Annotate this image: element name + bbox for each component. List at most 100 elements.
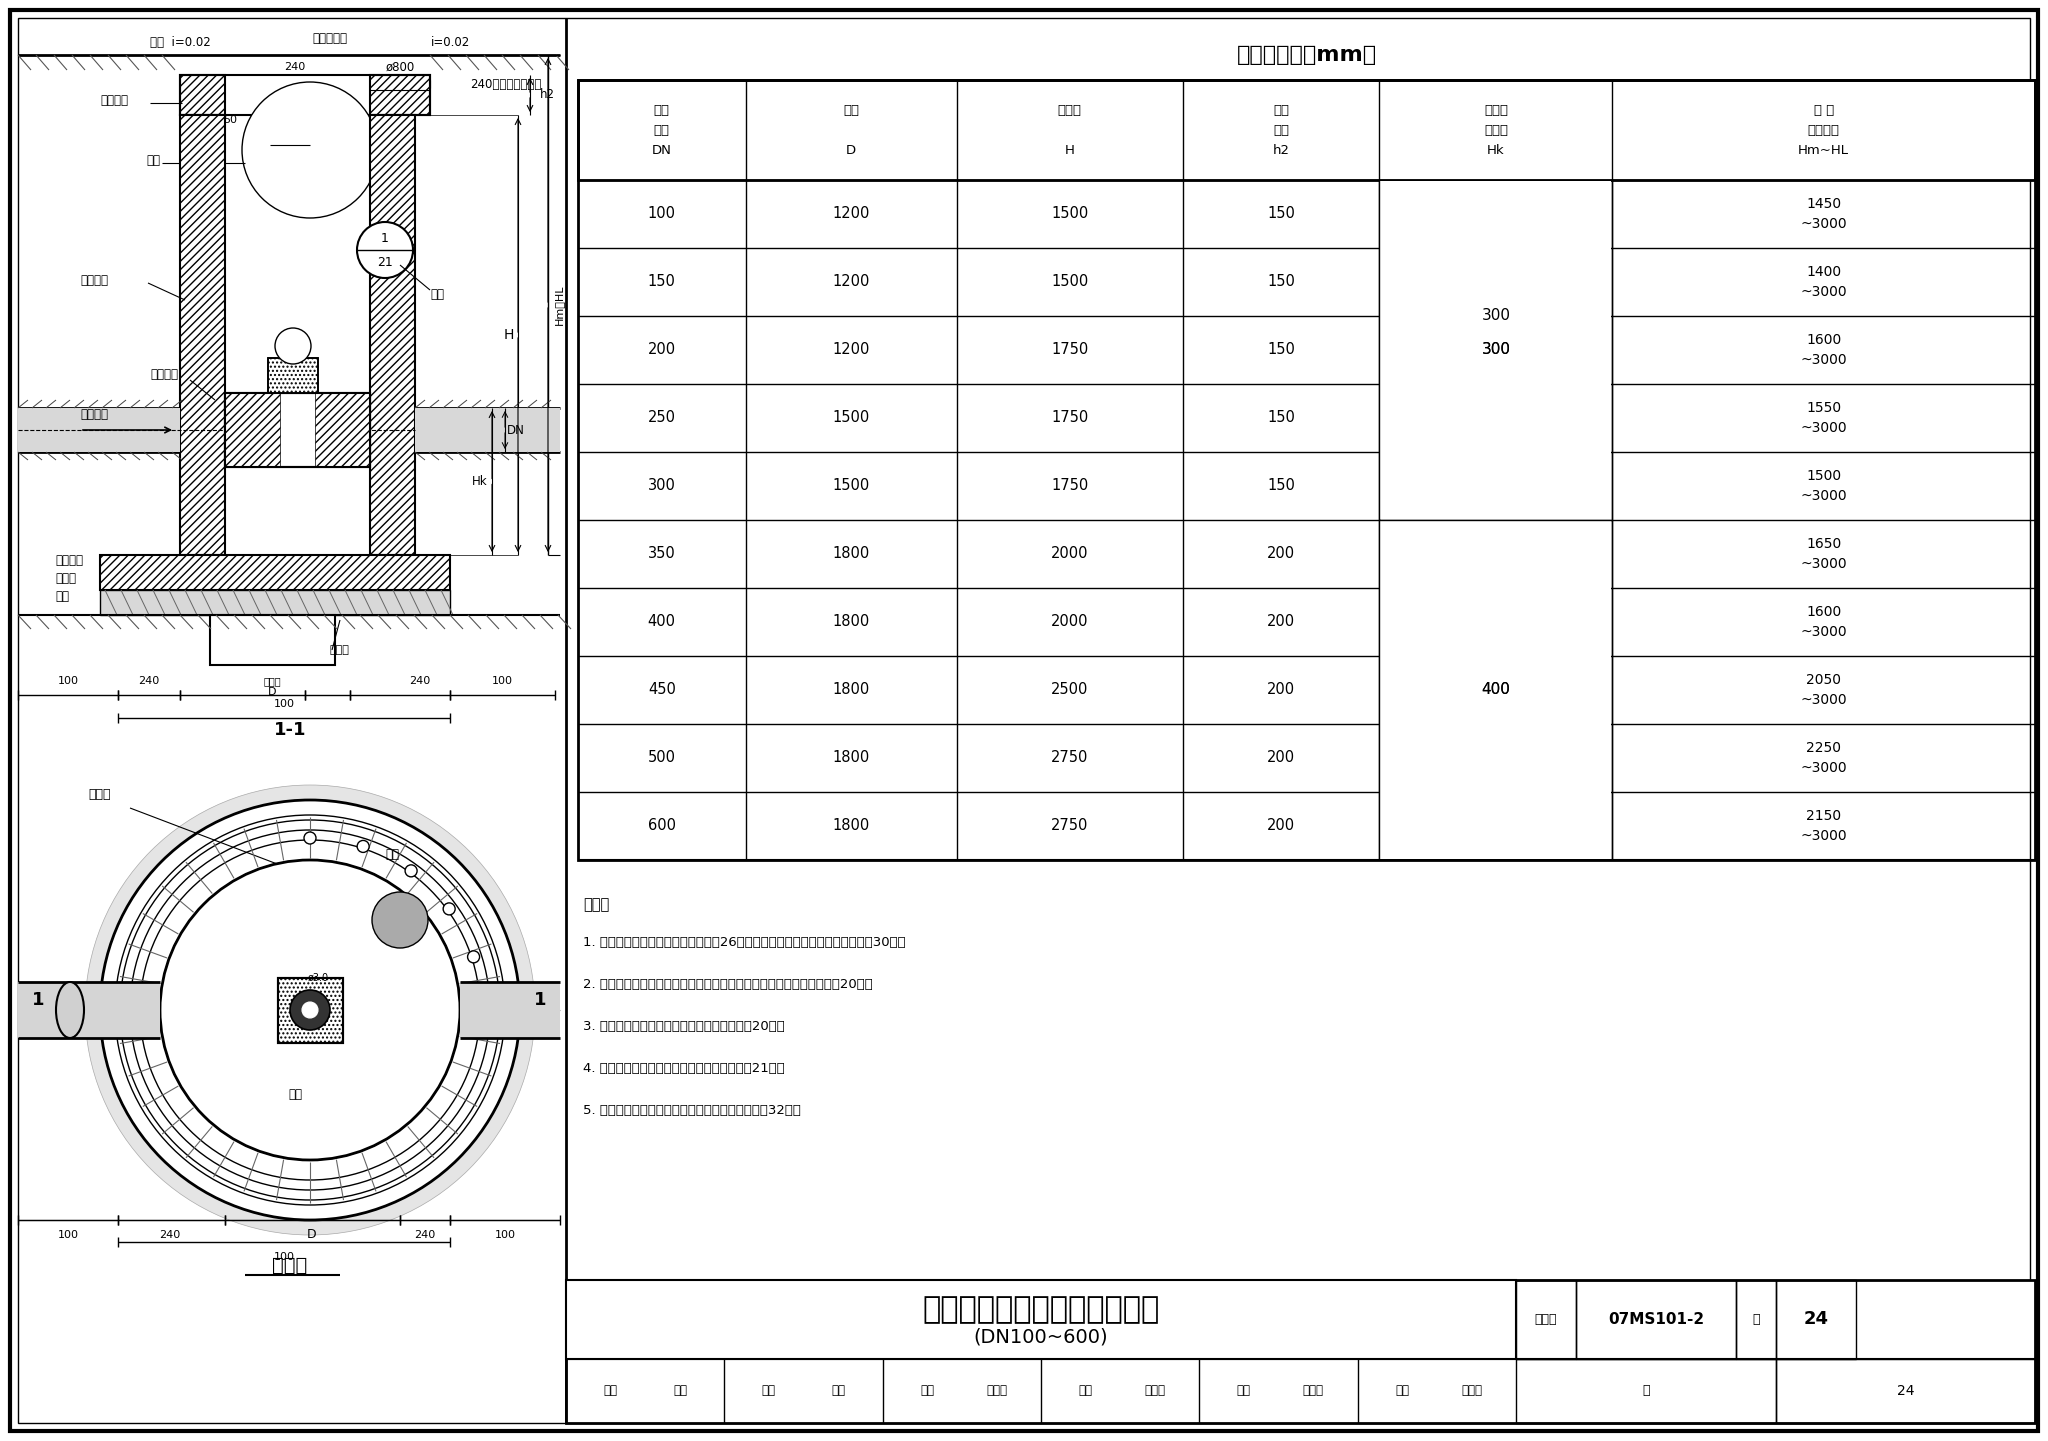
Text: 曹激: 曹激 bbox=[674, 1385, 686, 1398]
Circle shape bbox=[86, 785, 535, 1235]
Text: 页: 页 bbox=[1753, 1313, 1759, 1326]
Text: 冰液: 冰液 bbox=[831, 1385, 846, 1398]
Text: 地面  i=0.02: 地面 i=0.02 bbox=[150, 36, 211, 49]
Text: 井径: 井径 bbox=[844, 104, 860, 117]
Text: 水流方向: 水流方向 bbox=[80, 408, 109, 422]
Text: 人孔: 人孔 bbox=[289, 1088, 301, 1101]
Text: H: H bbox=[504, 329, 514, 342]
Text: ~3000: ~3000 bbox=[1800, 693, 1847, 708]
Text: 300: 300 bbox=[1481, 343, 1511, 357]
Text: DN: DN bbox=[508, 424, 524, 437]
Text: 2750: 2750 bbox=[1051, 751, 1087, 765]
Text: 集水坑: 集水坑 bbox=[330, 646, 350, 656]
Text: 21: 21 bbox=[377, 255, 393, 268]
Bar bbox=[565, 1280, 2036, 1424]
Text: 100: 100 bbox=[274, 699, 295, 709]
Bar bbox=[461, 981, 559, 1038]
Text: ~3000: ~3000 bbox=[1800, 829, 1847, 843]
Text: ~3000: ~3000 bbox=[1800, 488, 1847, 503]
Text: 3. 管道穿砖砌井壁做法及砖拱做法见本图集第20页。: 3. 管道穿砖砌井壁做法及砖拱做法见本图集第20页。 bbox=[584, 1020, 784, 1033]
Text: 2750: 2750 bbox=[1051, 818, 1087, 833]
Text: 地面操作砖砌圆形立式蝶阀井: 地面操作砖砌圆形立式蝶阀井 bbox=[922, 1295, 1159, 1324]
Text: 平面图: 平面图 bbox=[272, 1255, 307, 1274]
Text: 2500: 2500 bbox=[1051, 683, 1087, 697]
Text: 伸缩接头: 伸缩接头 bbox=[150, 369, 178, 382]
Circle shape bbox=[160, 860, 461, 1160]
Circle shape bbox=[242, 82, 379, 218]
Text: 1-1: 1-1 bbox=[274, 720, 307, 739]
Text: 400: 400 bbox=[1481, 683, 1509, 697]
Circle shape bbox=[301, 1001, 317, 1017]
Bar bbox=[1380, 182, 1612, 519]
Text: Hk: Hk bbox=[1487, 144, 1505, 157]
Text: 100: 100 bbox=[57, 1231, 78, 1241]
Bar bbox=[1776, 1280, 1855, 1359]
Circle shape bbox=[356, 222, 414, 278]
Text: 4. 集水坑、井盖及支座、踏步做法见本图集第21页。: 4. 集水坑、井盖及支座、踏步做法见本图集第21页。 bbox=[584, 1062, 784, 1075]
Text: 马连懿: 马连懿 bbox=[987, 1385, 1008, 1398]
Text: ~3000: ~3000 bbox=[1800, 625, 1847, 638]
Text: 240: 240 bbox=[160, 1231, 180, 1241]
Text: 350: 350 bbox=[647, 546, 676, 562]
Text: 砖拱: 砖拱 bbox=[430, 288, 444, 301]
Ellipse shape bbox=[55, 981, 84, 1038]
Text: 240: 240 bbox=[139, 676, 160, 686]
Bar bbox=[578, 81, 2036, 860]
Bar bbox=[1577, 1280, 1737, 1359]
Text: 设计: 设计 bbox=[762, 1385, 776, 1398]
Text: 钢筋混凝: 钢筋混凝 bbox=[55, 553, 84, 566]
Bar bbox=[225, 393, 371, 467]
Text: 1. 钢筋混凝土盖板配筋图见本图集第26页，钢筋混凝土底板配筋图见本图集第30页。: 1. 钢筋混凝土盖板配筋图见本图集第26页，钢筋混凝土底板配筋图见本图集第30页… bbox=[584, 937, 905, 950]
Text: 螺阀: 螺阀 bbox=[653, 104, 670, 117]
Bar bbox=[1776, 1359, 2036, 1424]
Text: Hk: Hk bbox=[473, 476, 487, 488]
Text: ~3000: ~3000 bbox=[1800, 353, 1847, 367]
Text: i=0.02: i=0.02 bbox=[430, 36, 469, 49]
Text: 400: 400 bbox=[647, 614, 676, 630]
Text: 100: 100 bbox=[647, 206, 676, 222]
Text: 设计: 设计 bbox=[1237, 1385, 1251, 1398]
Text: h2: h2 bbox=[539, 88, 555, 101]
Text: 1550: 1550 bbox=[1806, 401, 1841, 415]
Text: 300: 300 bbox=[1481, 343, 1511, 357]
Text: 100: 100 bbox=[492, 676, 512, 686]
Text: 1200: 1200 bbox=[831, 343, 870, 357]
Bar bbox=[416, 408, 559, 452]
Text: 姓名: 姓名 bbox=[1395, 1385, 1409, 1398]
Bar bbox=[276, 977, 342, 1042]
Text: 校对: 校对 bbox=[920, 1385, 934, 1398]
Text: 井盖及支座: 井盖及支座 bbox=[313, 32, 348, 45]
Text: ø800: ø800 bbox=[385, 61, 414, 73]
Text: 1800: 1800 bbox=[834, 683, 870, 697]
Text: 砖砌井筒: 砖砌井筒 bbox=[100, 94, 127, 107]
Text: 150: 150 bbox=[647, 274, 676, 290]
Bar bbox=[225, 393, 371, 467]
Text: D: D bbox=[307, 1229, 317, 1242]
Bar bbox=[565, 1280, 1516, 1359]
Text: 1200: 1200 bbox=[831, 206, 870, 222]
Bar bbox=[180, 115, 225, 555]
Text: 姚光石: 姚光石 bbox=[1303, 1385, 1323, 1398]
Text: D: D bbox=[846, 144, 856, 157]
Text: 50: 50 bbox=[223, 115, 238, 125]
Text: 1: 1 bbox=[535, 991, 547, 1009]
Text: ~3000: ~3000 bbox=[1800, 285, 1847, 298]
Text: 240: 240 bbox=[285, 62, 305, 72]
Circle shape bbox=[100, 800, 520, 1221]
Text: 1500: 1500 bbox=[1051, 274, 1087, 290]
Circle shape bbox=[373, 892, 428, 948]
Text: 1800: 1800 bbox=[834, 614, 870, 630]
Text: 妲乡而: 妲乡而 bbox=[1460, 1385, 1483, 1398]
Text: 07MS101-2: 07MS101-2 bbox=[1608, 1311, 1704, 1327]
Bar bbox=[18, 981, 160, 1038]
Text: 500: 500 bbox=[647, 751, 676, 765]
Text: 校审: 校审 bbox=[1079, 1385, 1092, 1398]
Text: 1: 1 bbox=[381, 232, 389, 245]
Bar bbox=[100, 555, 451, 589]
Text: 盖板: 盖板 bbox=[1274, 104, 1288, 117]
Text: 各部尺寸表（mm）: 各部尺寸表（mm） bbox=[1237, 45, 1376, 65]
Text: 200: 200 bbox=[1268, 683, 1294, 697]
Text: 1650: 1650 bbox=[1806, 537, 1841, 550]
Text: 150: 150 bbox=[1268, 411, 1294, 425]
Text: 150: 150 bbox=[1268, 343, 1294, 357]
